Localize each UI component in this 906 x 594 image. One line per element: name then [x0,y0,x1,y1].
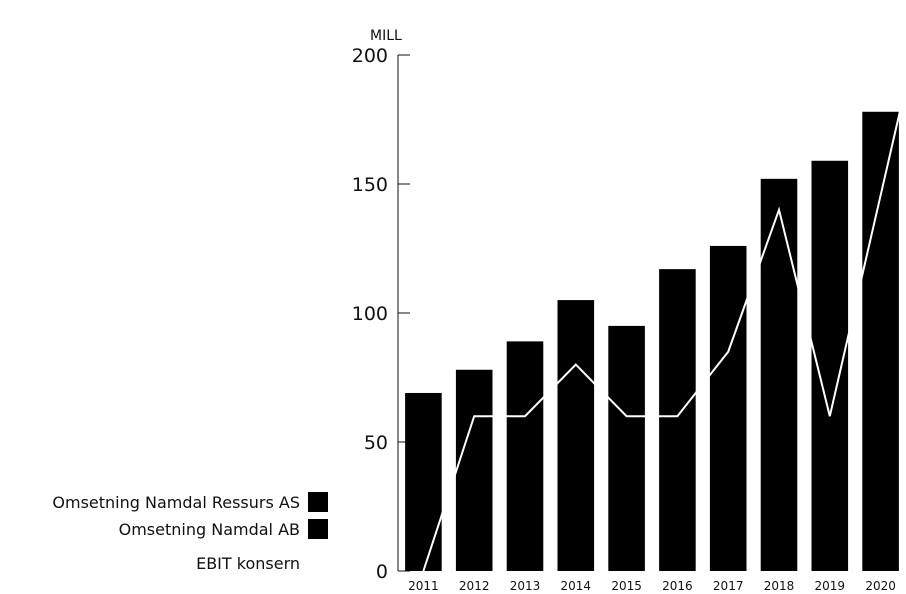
bar-2013 [506,341,544,571]
x-tick-label-2016: 2016 [662,579,693,593]
y-unit-label: MILL [370,28,402,44]
bar-2014 [557,300,595,571]
x-tick-label-2013: 2013 [510,579,541,593]
legend-item-ebit: EBIT konsern [196,553,328,573]
legend-label-ebit: EBIT konsern [196,553,300,573]
x-tick-label-2011: 2011 [408,579,439,593]
bar-2016 [659,269,696,571]
legend-swatch-namdal-ab [308,519,328,539]
x-tick-label-2014: 2014 [561,579,592,593]
legend-swatch-ressurs [308,492,328,512]
bar-2017 [709,245,747,572]
x-tick-label-2018: 2018 [764,579,795,593]
bar-2011 [405,392,442,571]
legend-item-ressurs: Omsetning Namdal Ressurs AS [52,492,328,512]
x-tick-label-2012: 2012 [459,579,490,593]
y-tick-label-200: 200 [352,45,388,67]
bar-2012 [455,369,493,571]
x-tick-label-2019: 2019 [815,579,846,593]
y-tick-label-150: 150 [352,174,388,196]
x-tick-label-2020: 2020 [865,579,896,593]
bar-2020 [862,111,899,571]
legend-label-namdal-ab: Omsetning Namdal AB [118,519,300,539]
legend-label-ressurs: Omsetning Namdal Ressurs AS [52,492,300,512]
legend-swatch-ebit [308,553,328,573]
bar-2015 [608,325,645,571]
bar-2018 [760,178,798,571]
y-tick-label-50: 50 [364,432,388,454]
x-tick-label-2017: 2017 [713,579,744,593]
ebit-line [422,93,905,572]
x-tick-label-2015: 2015 [611,579,642,593]
legend-item-namdal-ab: Omsetning Namdal AB [119,519,328,539]
y-tick-label-100: 100 [352,303,388,325]
y-tick-label-0: 0 [376,561,388,583]
